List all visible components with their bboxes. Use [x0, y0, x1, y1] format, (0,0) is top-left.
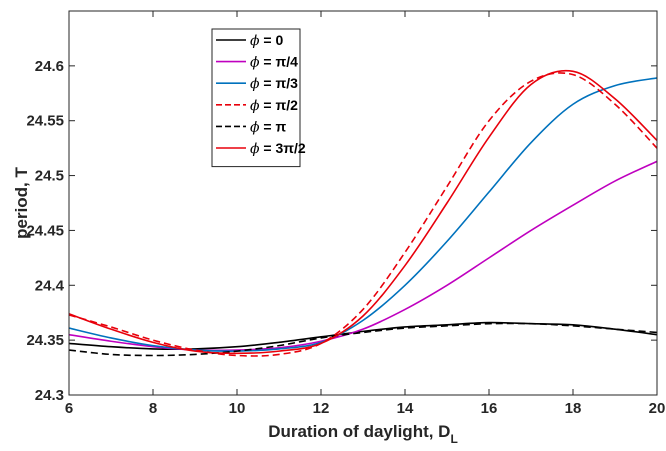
y-axis-title: period, T — [12, 166, 31, 238]
series-layer — [69, 69, 657, 357]
y-tick-label: 24.6 — [35, 58, 64, 75]
axes: 6 8 10 12 14 16 18 20 24.3 24.35 24.4 24.45 24.5 24.5… — [26, 10, 666, 417]
legend-box — [211, 28, 301, 168]
series-line-0 — [69, 321, 657, 350]
legend-label-4: ϕ = π — [250, 118, 287, 135]
x-tick-label: 12 — [313, 400, 330, 417]
legend-label-5: ϕ = 3π/2 — [250, 140, 306, 157]
legend-label-2: ϕ = π/3 — [250, 75, 298, 92]
x-tick-label: 16 — [481, 400, 498, 417]
x-axis-title: Duration of daylight, DL — [268, 422, 458, 446]
series-line-5 — [69, 69, 657, 355]
y-tick-label: 24.5 — [35, 168, 64, 185]
series-line-3 — [69, 72, 657, 357]
legend-label-1: ϕ = π/4 — [250, 54, 298, 71]
x-tick-label: 20 — [649, 400, 666, 417]
x-tick-label: 14 — [397, 400, 414, 417]
series-line-2 — [69, 77, 657, 352]
legend-label-0: ϕ = 0 — [250, 32, 284, 49]
y-tick-label: 24.4 — [35, 277, 65, 294]
y-tick-label: 24.45 — [26, 222, 64, 239]
x-tick-label: 18 — [565, 400, 582, 417]
y-tick-label: 24.35 — [26, 332, 64, 349]
y-tick-label: 24.55 — [26, 113, 64, 130]
x-tick-label: 10 — [229, 400, 246, 417]
series-line-4 — [69, 322, 657, 357]
y-tick-label: 24.3 — [35, 387, 64, 404]
legend-label-3: ϕ = π/2 — [250, 97, 298, 114]
plot-frame — [68, 10, 658, 396]
x-tick-label: 8 — [149, 400, 157, 417]
legend: ϕ = 0 ϕ = π/4 ϕ = π/3 ϕ = π/2 ϕ = π ϕ = 3π/2 — [211, 28, 306, 168]
series-line-1 — [69, 160, 657, 352]
x-tick-label: 6 — [65, 400, 73, 417]
